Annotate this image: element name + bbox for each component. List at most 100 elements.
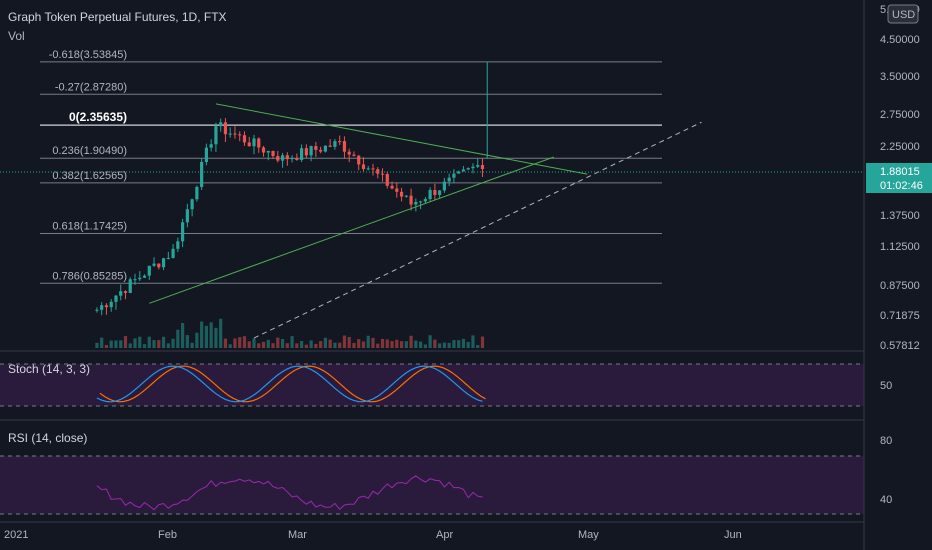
candle-body [347,151,351,155]
price-tick: 3.50000 [880,71,920,83]
volume-bar [223,338,228,348]
candle-body [380,173,385,175]
volume-bar [119,340,123,348]
fib-level-label: 0.786(0.85285) [52,270,127,282]
volume-bar [338,342,342,348]
volume-bar [390,341,394,348]
volume-bar [252,338,256,348]
candle-body [247,142,251,147]
candle-body [300,148,304,161]
volume-bar [361,341,366,348]
fib-retracement[interactable]: -0.618(3.53845) -0.27(2.87280) 0(2.35635) 0… [40,49,662,284]
candle-body [157,263,161,268]
candle-body [185,209,189,223]
rsi-tick: 80 [880,435,892,447]
volume-bar [342,335,347,348]
volume-bar [319,341,323,348]
volume-bar [290,336,294,348]
stoch-d-line [99,365,486,403]
candle-body [147,265,151,276]
volume-bar [152,340,156,348]
volume-bar [114,340,118,348]
volume-bar [409,335,413,348]
price-tick: 1.12500 [880,241,920,253]
volume-bar [328,339,332,348]
stoch-k-line [96,365,483,403]
candle-body [133,279,137,281]
volume-bar [404,341,408,348]
candle-body [457,171,461,174]
candle-body [161,258,166,268]
candle-body [104,305,109,308]
rsi-band [0,456,864,514]
candle-body [419,201,423,203]
candle-body [295,157,299,161]
triangle-upper-line[interactable] [215,103,588,175]
candle-body [319,149,323,152]
candle-body [114,295,118,302]
volume-bar [185,335,189,348]
candle-body [285,155,289,160]
volume-bar [442,342,446,348]
price-tick: 2.25000 [880,141,920,153]
candle-body [399,191,404,197]
candle-body [138,277,142,280]
volume-bar [133,338,137,348]
candle-body [119,291,123,296]
candles [95,61,488,316]
candle-body [414,201,418,205]
volume-bar [419,341,423,348]
volume-bar [195,332,199,348]
time-label: Jun [724,529,742,541]
volume-bar [399,341,404,348]
volume-bar [295,343,299,348]
candle-body [280,155,285,161]
candle-body [338,141,342,143]
volume-bar [181,323,185,348]
volume-bar [385,339,389,348]
last-price-value: 1.88015 [880,166,920,178]
candle-body [290,157,294,160]
volume-bar [366,335,370,348]
candle-body [181,222,185,242]
candle-body [190,199,194,210]
candle-body [109,301,113,308]
volume-bar [347,336,351,348]
candle-body [261,147,266,153]
volume-bar [161,336,166,348]
candle-body [409,195,413,205]
volume-bar [471,335,475,348]
time-label: May [578,529,599,541]
volume-bar [171,338,175,348]
volume-bar [423,344,427,348]
currency-badge[interactable] [887,4,919,24]
candle-body [376,169,380,174]
volume-bar [204,325,208,348]
volume-bar [242,336,247,348]
candle-body [328,145,332,147]
volume-bar [261,341,266,348]
volume-bar [285,343,289,348]
triangle-lower-line[interactable] [149,156,555,304]
volume-bar [428,335,432,348]
volume-bar [214,327,218,348]
stoch-band [0,364,864,406]
stoch-tick: 50 [880,380,892,392]
candle-body [195,186,199,200]
volume-bar [380,338,385,348]
price-tick: 4.50000 [880,34,920,46]
volume-bar [371,337,375,348]
volume-bar [200,321,204,348]
volume-bar [304,344,308,348]
candle-body [257,138,261,148]
time-label: Apr [436,529,453,541]
dashed-support-line[interactable] [253,121,702,339]
candle-body [466,168,470,170]
fib-level-label: 0.618(1.17425) [52,221,127,233]
candle-body [390,185,394,189]
candle-body [276,156,280,161]
fib-level-label: -0.27(2.87280) [55,81,127,93]
trendlines[interactable] [149,103,702,339]
volume-bar [395,339,399,348]
